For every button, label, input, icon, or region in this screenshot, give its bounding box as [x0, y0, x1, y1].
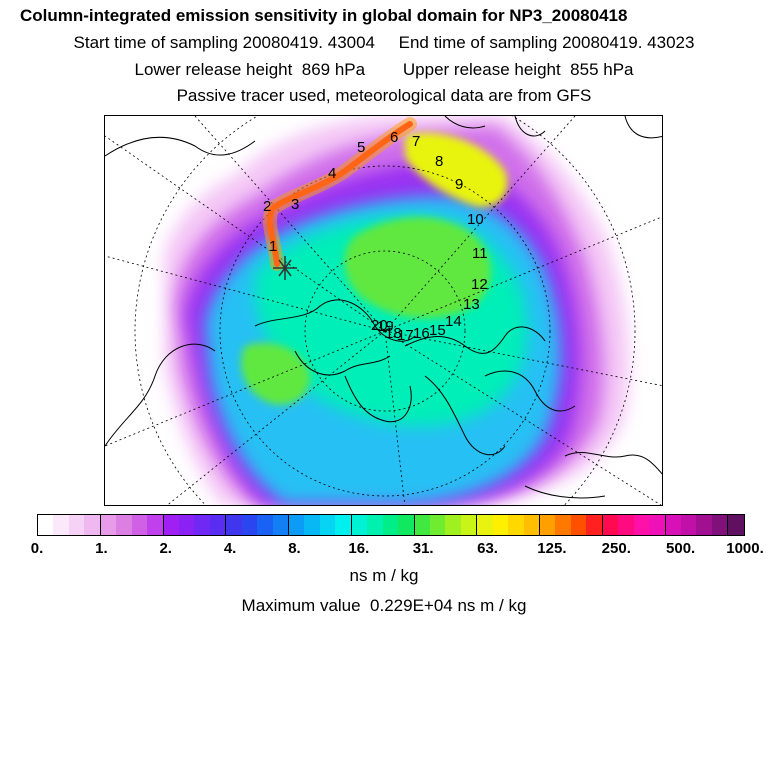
colorbar-segment: [335, 515, 352, 535]
track-label-16: 16: [413, 325, 430, 342]
track-label-18: 18: [385, 325, 402, 342]
track-label-15: 15: [429, 322, 446, 339]
track-label-3: 3: [291, 196, 299, 213]
colorbar-segment: [414, 515, 430, 535]
colorbar-segment: [429, 515, 446, 535]
track-label-4: 4: [328, 165, 336, 182]
colorbar-tick-label: 0.: [30, 540, 44, 557]
colorbar-segment: [226, 515, 242, 535]
release-point-marker: [273, 256, 297, 280]
colorbar: [37, 514, 745, 536]
track-label-10: 10: [467, 211, 484, 228]
track-label-13: 13: [463, 296, 480, 313]
colorbar-segment: [618, 515, 634, 535]
track-label-9: 9: [455, 176, 463, 193]
track-label-20: 20: [371, 317, 388, 334]
track-label-19: 19: [377, 318, 394, 335]
colorbar-segment: [38, 515, 54, 535]
colorbar-segment: [178, 515, 195, 535]
colorbar-tick-label: 1.: [95, 540, 108, 557]
colorbar-segment: [540, 515, 556, 535]
colorbar-segment: [492, 515, 509, 535]
track-label-11: 11: [472, 245, 488, 262]
colorbar-tick-label: 125.: [537, 540, 567, 557]
sensitivity-field: [163, 116, 629, 505]
colorbar-segment: [586, 515, 603, 535]
receptor-track: [262, 117, 417, 280]
colorbar-segment: [351, 515, 368, 535]
colorbar-segment: [633, 515, 650, 535]
colorbar-tick-label: 250.: [601, 540, 631, 557]
colorbar-segment: [272, 515, 289, 535]
colorbar-segment: [555, 515, 571, 535]
colorbar-segment: [570, 515, 587, 535]
track-label-17: 17: [397, 327, 414, 344]
colorbar-segment: [163, 515, 179, 535]
colorbar-segment: [116, 515, 132, 535]
track-label-6: 6: [390, 129, 398, 146]
colorbar-segment: [147, 515, 164, 535]
colorbar-tick-label: 8.: [288, 540, 301, 557]
colorbar-segment: [100, 515, 117, 535]
colorbar-segment: [460, 515, 478, 535]
colorbar-tick-label: 2.: [159, 540, 172, 557]
colorbar-segment: [68, 515, 85, 535]
colorbar-segment: [665, 515, 681, 535]
colorbar-segment: [209, 515, 227, 535]
colorbar-segment: [194, 515, 210, 535]
map-canvas: 1 2 3 4 5 6 7 8 9 10 11 12 13 14 15 16 1…: [105, 116, 662, 505]
track-label-8: 8: [435, 153, 443, 170]
colorbar-tick-label: 16.: [348, 540, 370, 557]
colorbar-segment: [319, 515, 336, 535]
track-label-1: 1: [269, 238, 277, 255]
colorbar-segment: [53, 515, 69, 535]
track-label-12: 12: [471, 276, 488, 293]
track-label-2: 2: [263, 198, 271, 215]
graticule: [105, 116, 662, 505]
colorbar-segment: [523, 515, 540, 535]
colorbar-segment: [367, 515, 383, 535]
colorbar-tick-label: 31.: [412, 540, 434, 557]
release-heights: Lower release height 869 hPa Upper relea…: [134, 60, 634, 79]
colorbar-segment: [241, 515, 258, 535]
colorbar-segment: [508, 515, 524, 535]
colorbar-segment: [680, 515, 697, 535]
colorbar-tick-label: 63.: [477, 540, 498, 557]
track-label-14: 14: [445, 313, 462, 330]
colorbar-segment: [289, 515, 305, 535]
colorbar-segment: [477, 515, 493, 535]
track-labels: 1 2 3 4 5 6 7 8 9 10 11 12 13 14 15 16 1…: [263, 129, 488, 344]
colorbar-segment: [711, 515, 729, 535]
sensitivity-map: 1 2 3 4 5 6 7 8 9 10 11 12 13 14 15 16 1…: [104, 115, 663, 506]
colorbar-units: ns m / kg: [349, 566, 419, 585]
colorbar-tick-label: 500.: [666, 540, 696, 557]
colorbar-segment: [602, 515, 619, 535]
colorbar-tick-label: 1000.: [726, 540, 764, 557]
track-label-5: 5: [357, 139, 365, 156]
colorbar-segment: [131, 515, 148, 535]
colorbar-segment: [649, 515, 666, 535]
colorbar-segment: [257, 515, 273, 535]
track-label-7: 7: [412, 133, 420, 150]
colorbar-segment: [304, 515, 320, 535]
maximum-value: Maximum value 0.229E+04 ns m / kg: [241, 596, 527, 615]
colorbar-segment: [84, 515, 101, 535]
colorbar-segment: [728, 515, 744, 535]
colorbar-segment: [398, 515, 415, 535]
coastlines: [105, 116, 662, 499]
colorbar-segment: [445, 515, 461, 535]
plot-title: Column-integrated emission sensitivity i…: [20, 6, 628, 25]
colorbar-tick-label: 4.: [223, 540, 237, 557]
sampling-times: Start time of sampling 20080419. 43004 E…: [73, 33, 695, 52]
tracer-info: Passive tracer used, meteorological data…: [176, 86, 592, 105]
colorbar-segment: [382, 515, 399, 535]
colorbar-segment: [696, 515, 712, 535]
